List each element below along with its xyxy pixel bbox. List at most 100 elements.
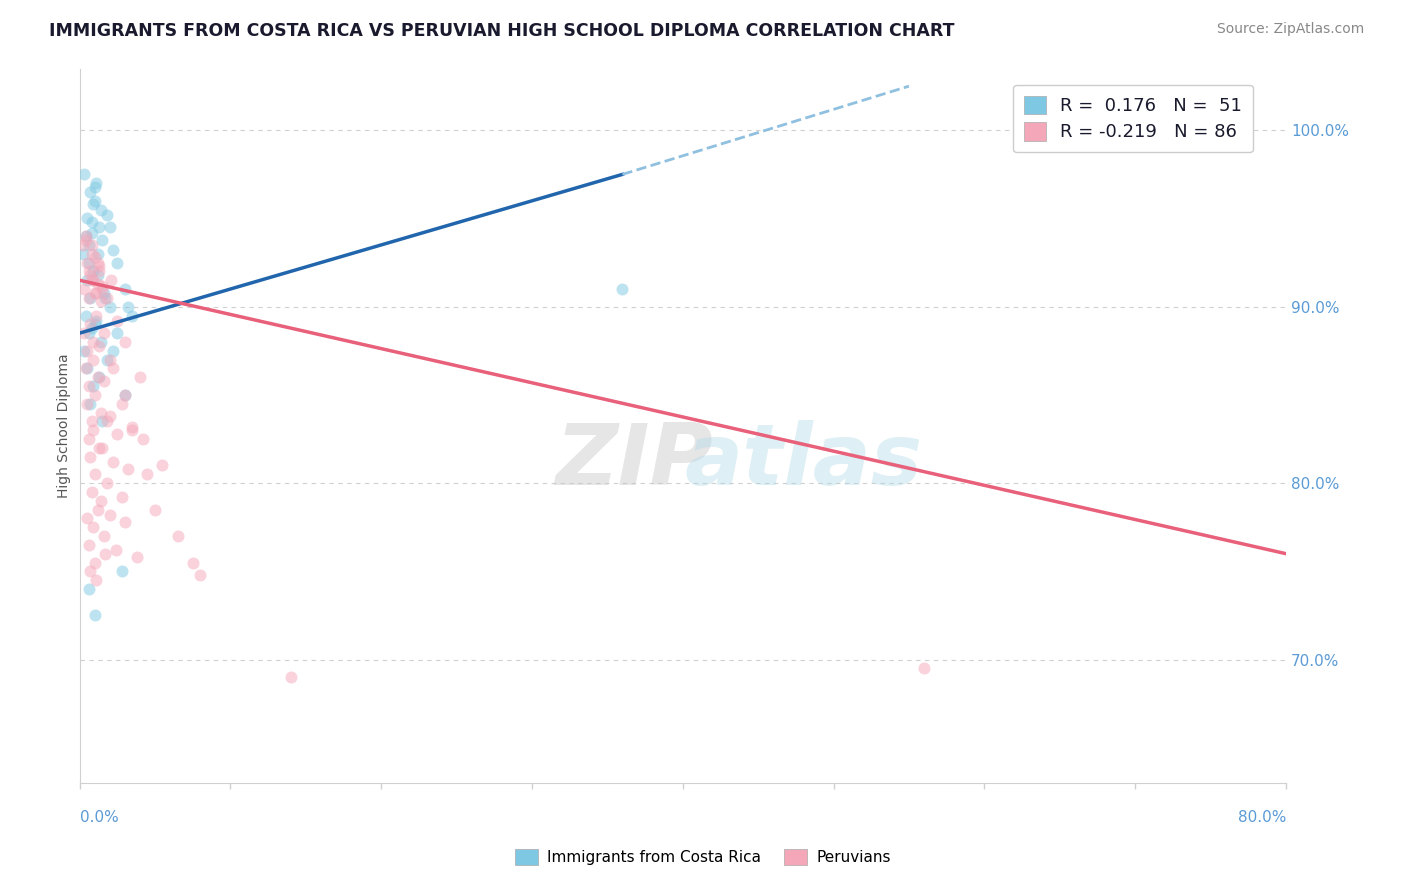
- Point: [93, 529, 115, 543]
- Point: [87, 220, 110, 235]
- Point: [75, 233, 97, 247]
- Point: [166, 529, 188, 543]
- Point: [76, 273, 98, 287]
- Point: [82, 334, 104, 349]
- Point: [76, 343, 98, 358]
- Point: [79, 450, 101, 464]
- Point: [84, 285, 107, 300]
- Point: [912, 661, 935, 675]
- Point: [79, 397, 101, 411]
- Point: [77, 255, 100, 269]
- Point: [96, 291, 118, 305]
- Point: [86, 255, 108, 269]
- Point: [101, 455, 124, 469]
- Point: [73, 343, 96, 358]
- Point: [96, 208, 118, 222]
- Point: [114, 388, 136, 402]
- Point: [87, 441, 110, 455]
- Point: [79, 565, 101, 579]
- Text: 0.0%: 0.0%: [80, 810, 118, 824]
- Point: [87, 259, 110, 273]
- Point: [80, 485, 103, 500]
- Point: [75, 229, 97, 244]
- Point: [84, 176, 107, 190]
- Point: [181, 556, 204, 570]
- Point: [121, 423, 143, 437]
- Point: [86, 370, 108, 384]
- Point: [83, 608, 105, 623]
- Point: [83, 285, 105, 300]
- Point: [90, 294, 112, 309]
- Point: [83, 318, 105, 332]
- Point: [98, 409, 121, 423]
- Point: [83, 250, 105, 264]
- Point: [91, 278, 114, 293]
- Point: [82, 264, 104, 278]
- Point: [86, 268, 108, 282]
- Point: [105, 426, 128, 441]
- Point: [93, 374, 115, 388]
- Point: [105, 255, 128, 269]
- Point: [87, 338, 110, 352]
- Point: [83, 194, 105, 208]
- Point: [111, 397, 134, 411]
- Point: [77, 582, 100, 596]
- Point: [84, 309, 107, 323]
- Point: [75, 309, 97, 323]
- Point: [98, 220, 121, 235]
- Point: [80, 215, 103, 229]
- Point: [80, 226, 103, 240]
- Point: [121, 309, 143, 323]
- Point: [84, 314, 107, 328]
- Point: [152, 458, 174, 473]
- Point: [75, 361, 97, 376]
- Point: [90, 334, 112, 349]
- Point: [76, 255, 98, 269]
- Point: [83, 556, 105, 570]
- Point: [114, 334, 136, 349]
- Text: atlas: atlas: [685, 420, 922, 503]
- Point: [96, 476, 118, 491]
- Point: [73, 282, 96, 296]
- Point: [100, 273, 122, 287]
- Point: [101, 361, 124, 376]
- Point: [101, 343, 124, 358]
- Legend: Immigrants from Costa Rica, Peruvians: Immigrants from Costa Rica, Peruvians: [509, 843, 897, 871]
- Point: [80, 246, 103, 260]
- Point: [114, 388, 136, 402]
- Point: [91, 282, 114, 296]
- Point: [101, 244, 124, 258]
- Point: [80, 321, 103, 335]
- Point: [91, 233, 114, 247]
- Legend: R =  0.176   N =  51, R = -0.219   N = 86: R = 0.176 N = 51, R = -0.219 N = 86: [1014, 85, 1253, 153]
- Text: 80.0%: 80.0%: [1237, 810, 1286, 824]
- Point: [96, 352, 118, 367]
- Point: [105, 326, 128, 340]
- Point: [98, 300, 121, 314]
- Text: Source: ZipAtlas.com: Source: ZipAtlas.com: [1216, 22, 1364, 37]
- Point: [114, 515, 136, 529]
- Point: [79, 291, 101, 305]
- Point: [90, 493, 112, 508]
- Point: [87, 264, 110, 278]
- Point: [94, 547, 117, 561]
- Point: [72, 238, 94, 252]
- Point: [188, 567, 211, 582]
- Point: [75, 229, 97, 244]
- Y-axis label: High School Diploma: High School Diploma: [58, 353, 72, 498]
- Point: [117, 300, 139, 314]
- Point: [612, 282, 634, 296]
- Point: [105, 314, 128, 328]
- Point: [83, 179, 105, 194]
- Point: [76, 511, 98, 525]
- Point: [121, 419, 143, 434]
- Point: [87, 370, 110, 384]
- Point: [77, 238, 100, 252]
- Point: [90, 405, 112, 419]
- Point: [77, 379, 100, 393]
- Point: [80, 414, 103, 428]
- Point: [96, 414, 118, 428]
- Point: [84, 573, 107, 587]
- Point: [83, 467, 105, 482]
- Text: ZIP: ZIP: [555, 420, 713, 503]
